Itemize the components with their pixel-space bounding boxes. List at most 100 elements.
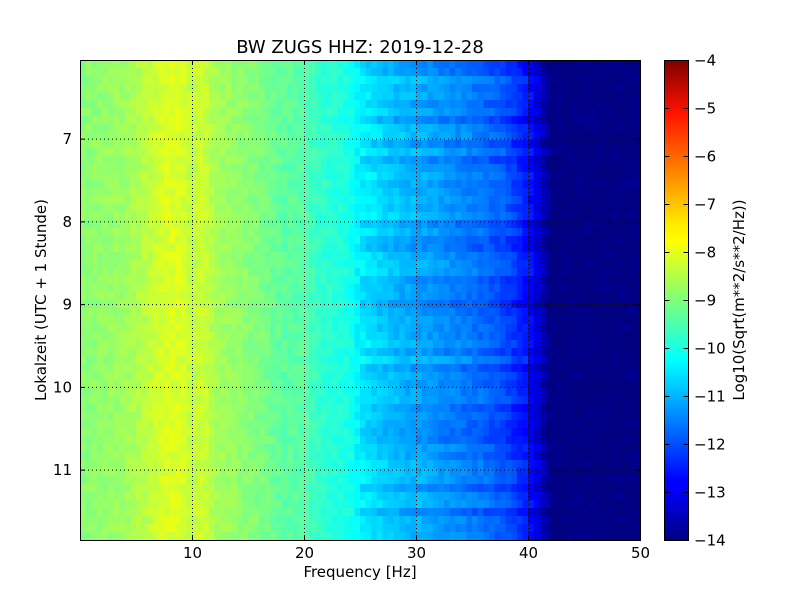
heatmap-cell [343,124,350,133]
heatmap-cell [119,420,126,429]
heatmap-cell [399,324,406,333]
heatmap-cell [539,68,546,77]
heatmap-cell [236,340,243,349]
heatmap-cell [404,84,411,93]
heatmap-cell [449,156,456,165]
heatmap-cell [141,172,148,181]
heatmap-cell [113,76,120,85]
heatmap-cell [399,236,406,245]
heatmap-cell [287,412,294,421]
heatmap-cell [158,356,165,365]
heatmap-cell [326,300,333,309]
heatmap-cell [270,260,277,269]
heatmap-cell [612,300,619,309]
heatmap-cell [343,164,350,173]
heatmap-cell [208,212,215,221]
heatmap-cell [371,164,378,173]
heatmap-cell [253,308,260,317]
heatmap-cell [203,300,210,309]
heatmap-cell [180,92,187,101]
heatmap-cell [264,316,271,325]
heatmap-cell [220,76,227,85]
heatmap-cell [214,100,221,109]
heatmap-cell [158,212,165,221]
heatmap-cell [220,108,227,117]
heatmap-cell [281,404,288,413]
heatmap-cell [595,244,602,253]
heatmap-cell [309,196,316,205]
heatmap-cell [500,156,507,165]
heatmap-cell [259,388,266,397]
heatmap-cell [449,116,456,125]
heatmap-cell [617,324,624,333]
heatmap-cell [511,60,518,69]
heatmap-cell [505,116,512,125]
heatmap-cell [141,316,148,325]
heatmap-cell [298,116,305,125]
heatmap-cell [550,356,557,365]
heatmap-cell [572,388,579,397]
heatmap-cell [516,196,523,205]
heatmap-cell [623,204,630,213]
heatmap-cell [315,276,322,285]
heatmap-cell [225,292,232,301]
heatmap-cell [253,332,260,341]
heatmap-cell [472,252,479,261]
heatmap-cell [102,332,109,341]
heatmap-cell [242,84,249,93]
heatmap-cell [477,292,484,301]
heatmap-cell [404,268,411,277]
heatmap-cell [382,412,389,421]
heatmap-cell [259,84,266,93]
heatmap-cell [612,380,619,389]
heatmap-cell [460,268,467,277]
heatmap-cell [595,436,602,445]
heatmap-cell [432,188,439,197]
heatmap-cell [242,68,249,77]
heatmap-cell [175,420,182,429]
heatmap-cell [326,436,333,445]
heatmap-cell [410,324,417,333]
heatmap-cell [203,140,210,149]
heatmap-cell [449,340,456,349]
heatmap-cell [623,148,630,157]
heatmap-cell [505,412,512,421]
heatmap-cell [595,364,602,373]
heatmap-cell [427,100,434,109]
heatmap-cell [511,100,518,109]
heatmap-cell [371,156,378,165]
heatmap-cell [348,236,355,245]
heatmap-cell [578,220,585,229]
heatmap-cell [225,364,232,373]
heatmap-cell [203,132,210,141]
heatmap-cell [393,140,400,149]
heatmap-cell [578,300,585,309]
heatmap-cell [376,380,383,389]
heatmap-cell [287,148,294,157]
heatmap-cell [124,180,131,189]
heatmap-cell [248,140,255,149]
heatmap-cell [606,164,613,173]
heatmap-cell [141,84,148,93]
heatmap-cell [96,348,103,357]
heatmap-cell [270,396,277,405]
heatmap-cell [337,164,344,173]
heatmap-cell [147,316,154,325]
heatmap-cell [304,100,311,109]
heatmap-cell [186,332,193,341]
heatmap-cell [360,332,367,341]
heatmap-cell [130,92,137,101]
heatmap-cell [130,388,137,397]
heatmap-cell [102,172,109,181]
heatmap-cell [466,260,473,269]
heatmap-cell [354,300,361,309]
heatmap-cell [589,292,596,301]
heatmap-cell [416,196,423,205]
heatmap-cell [421,68,428,77]
heatmap-cell [483,212,490,221]
heatmap-cell [444,228,451,237]
heatmap-cell [556,212,563,221]
heatmap-cell [276,308,283,317]
heatmap-cell [533,188,540,197]
heatmap-cell [572,452,579,461]
